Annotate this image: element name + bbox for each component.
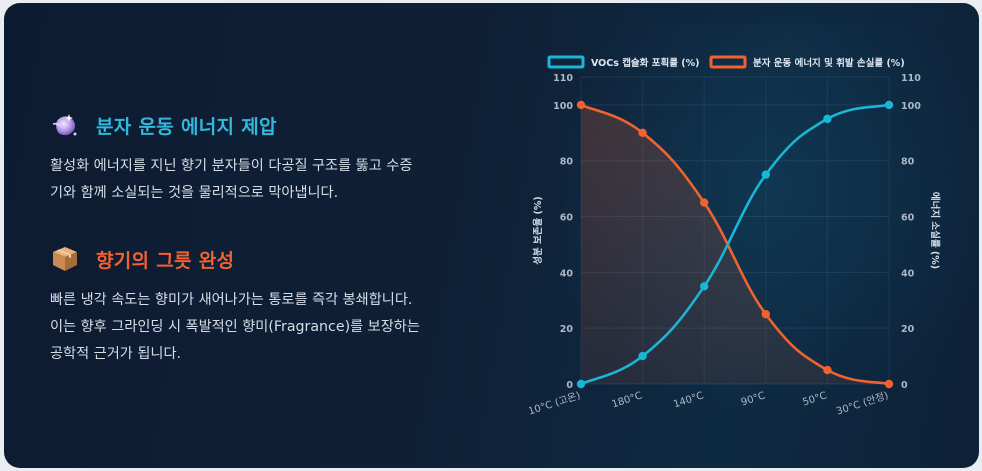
y-tick-label-left: 20 [560,324,574,335]
data-point [884,100,894,110]
x-tick-label: 140°C [672,390,705,410]
body-line: 공학적 근거가 됩니다. [50,346,182,362]
package-box-icon [50,244,80,274]
series-area-fill [581,104,889,384]
data-point [700,198,709,207]
section-molecular-energy: 분자 운동 에너지 제압 활성화 에너지를 지닌 향기 분자들이 다공질 구조를… [50,109,470,207]
chart-container: 0 0 20 20 40 40 60 60 80 80 100 100 110 110 210°C (고온)… [521,47,969,432]
line-chart: 0 0 20 20 40 40 60 60 80 80 100 100 110 110 210°C (고온)… [521,55,941,420]
data-point [823,365,832,375]
y-tick-label-right: 110 [901,73,921,84]
y-tick-label-left: 80 [560,157,574,168]
x-tick-label: 50°C [801,390,828,408]
legend-label: VOCs 캡슐화 포획률 (%) [591,57,699,69]
x-tick-label: 30°C (안정) [835,389,890,417]
section-header: 향기의 그릇 완성 [50,243,470,275]
legend-swatch [547,55,585,69]
section-body: 빠른 냉각 속도는 향미가 새어나가는 통로를 즉각 봉쇄합니다. 이는 향후 … [50,287,470,368]
x-tick-label: 90°C [740,390,767,408]
data-point [638,128,647,138]
y-tick-label-right: 0 [901,380,908,391]
y-axis-title-left: 성분 보존율 (%) [532,196,544,265]
y-tick-label-right: 60 [901,213,915,224]
data-point [761,310,770,319]
y-tick-label-left: 40 [560,268,574,279]
info-card: 분자 운동 에너지 제압 활성화 에너지를 지닌 향기 분자들이 다공질 구조를… [4,3,979,468]
y-tick-label-right: 40 [901,268,915,279]
purple-sparkle-orb-icon [50,110,80,140]
legend-swatch [709,55,747,69]
y-tick-label-right: 100 [901,101,921,112]
data-point [700,282,709,291]
section-header: 분자 운동 에너지 제압 [50,109,470,141]
y-tick-label-right: 20 [901,324,915,335]
y-tick-label-left: 60 [560,213,574,224]
section-title: 분자 운동 에너지 제압 [96,115,277,138]
y-tick-label-left: 0 [566,380,573,391]
section-body: 활성화 에너지를 지닌 향기 분자들이 다공질 구조를 뚫고 수증 기와 함께 … [50,153,470,207]
data-point [884,379,894,389]
data-point [576,379,586,389]
body-line: 빠른 냉각 속도는 향미가 새어나가는 통로를 즉각 봉쇄합니다. [50,292,413,308]
data-point [761,170,770,179]
body-line: 이는 향후 그라인딩 시 폭발적인 향미(Fragrance)를 보장하는 [50,319,420,335]
y-axis-title-right: 에너지 소실률 (%) [929,192,941,269]
data-point [638,351,647,361]
data-point [576,100,586,110]
section-fragrance-vessel: 향기의 그릇 완성 빠른 냉각 속도는 향미가 새어나가는 통로를 즉각 봉쇄합… [50,243,470,368]
body-line: 기와 함께 소실되는 것을 물리적으로 막아냅니다. [50,185,339,201]
legend-label: 분자 운동 에너지 및 휘발 손실률 (%) [753,57,905,69]
y-tick-label-left: 100 [553,101,573,112]
y-tick-label-left: 110 [553,73,573,84]
data-point [823,114,832,124]
x-tick-label: 210°C (고온) [529,389,582,419]
body-line: 활성화 에너지를 지닌 향기 분자들이 다공질 구조를 뚫고 수증 [50,158,413,174]
x-tick-label: 180°C [611,390,644,410]
y-tick-label-right: 80 [901,157,915,168]
section-title: 향기의 그릇 완성 [96,249,235,272]
